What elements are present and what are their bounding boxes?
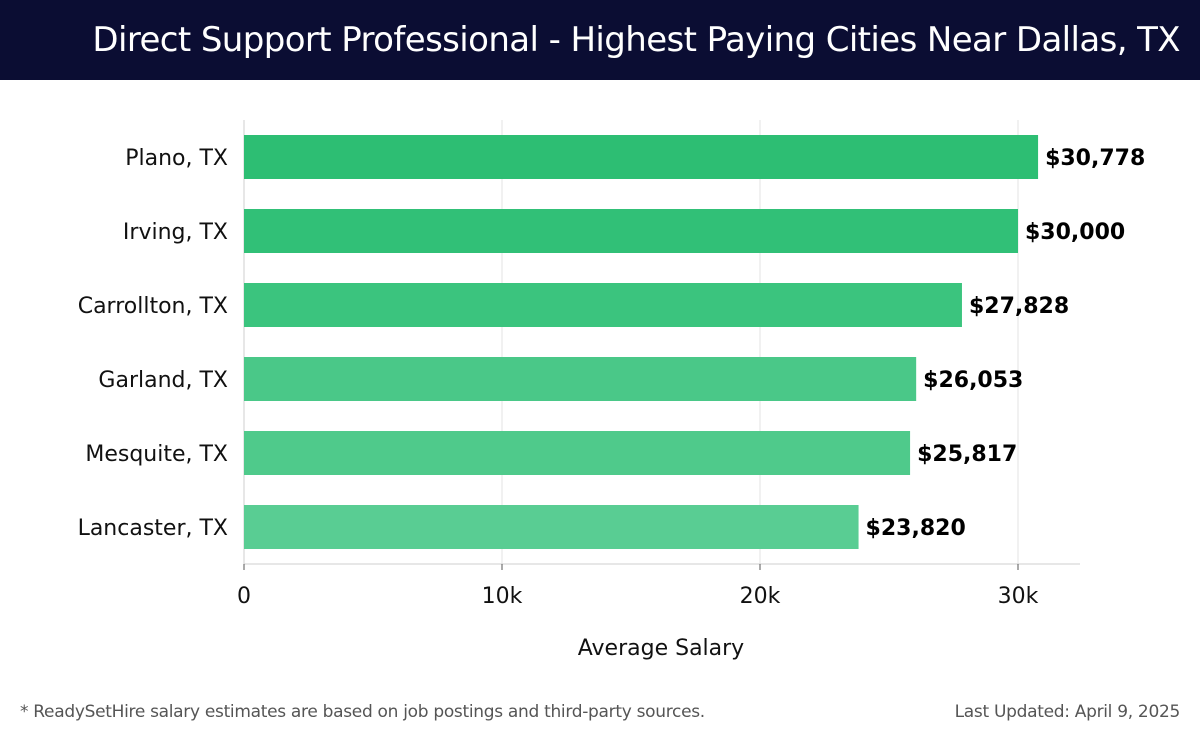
- x-tick-label: 20k: [740, 584, 781, 609]
- x-axis-title: Average Salary: [578, 636, 744, 661]
- footer-note: * ReadySetHire salary estimates are base…: [20, 702, 705, 722]
- bar-6: [244, 505, 859, 549]
- chart-title: Direct Support Professional - Highest Pa…: [92, 20, 1180, 60]
- bar-1: [244, 135, 1039, 179]
- bar-2: [244, 209, 1018, 253]
- category-label: Lancaster, TX: [78, 516, 228, 541]
- x-tick-label: 30k: [998, 584, 1039, 609]
- category-label: Garland, TX: [98, 368, 228, 393]
- bar-3: [244, 283, 962, 327]
- category-label: Mesquite, TX: [85, 442, 228, 467]
- category-label: Carrollton, TX: [78, 294, 228, 319]
- x-tick-label: 10k: [482, 584, 523, 609]
- bar-chart: Plano, TX $30,778 Irving, TX $30,000 Carroll…: [78, 120, 1145, 661]
- value-label: $23,820: [866, 516, 966, 541]
- category-label: Irving, TX: [123, 220, 228, 245]
- value-label: $30,778: [1045, 146, 1145, 171]
- value-label: $25,817: [917, 442, 1017, 467]
- category-label: Plano, TX: [125, 146, 228, 171]
- title-bar: Direct Support Professional - Highest Pa…: [0, 0, 1200, 80]
- bar-4: [244, 357, 917, 401]
- x-tick-label: 0: [237, 584, 251, 609]
- last-updated: Last Updated: April 9, 2025: [954, 702, 1181, 722]
- value-label: $27,828: [969, 294, 1069, 319]
- value-label: $26,053: [923, 368, 1023, 393]
- value-label: $30,000: [1025, 220, 1125, 245]
- bar-5: [244, 431, 911, 475]
